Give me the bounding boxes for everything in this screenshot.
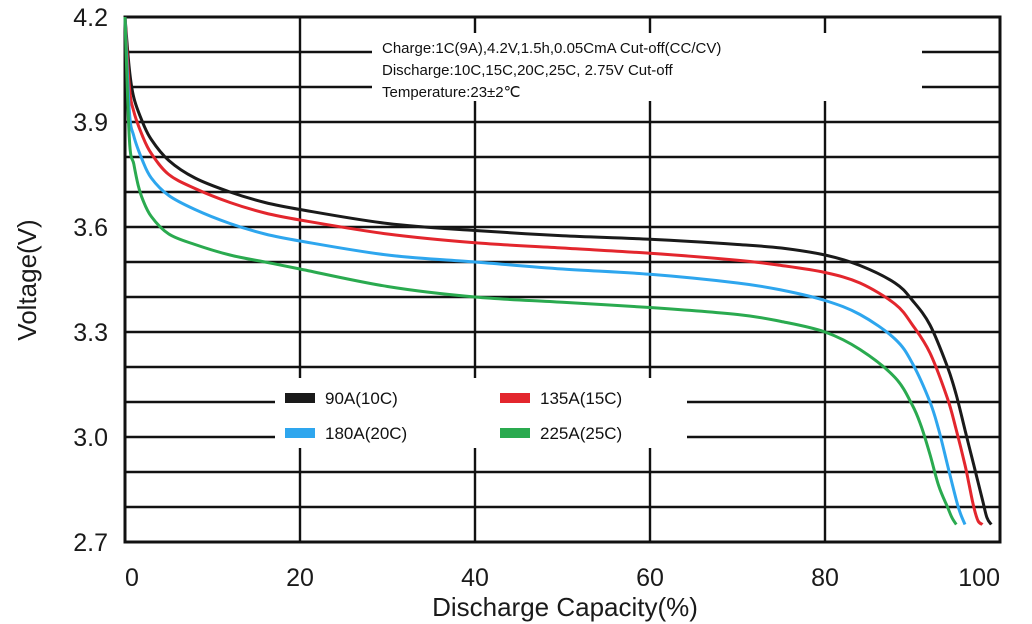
legend-label-1: 135A(15C) [540, 389, 622, 408]
y-tick-labels: 2.7 3.0 3.3 3.6 3.9 4.2 [73, 4, 108, 557]
x-tick-label-3: 60 [636, 564, 664, 592]
y-tick-label-2: 3.3 [73, 319, 108, 347]
legend-label-0: 90A(10C) [325, 389, 398, 408]
annotation-line-3: Temperature:23±2℃ [382, 84, 520, 101]
legend-swatch-3 [500, 428, 530, 438]
annotation-box [372, 33, 922, 101]
y-tick-label-1: 3.0 [73, 424, 108, 452]
annotation-line-1: Charge:1C(9A),4.2V,1.5h,0.05CmA Cut-off(… [382, 40, 721, 57]
x-tick-label-4: 80 [811, 564, 839, 592]
legend: 90A(10C) 135A(15C) 180A(20C) 225A(25C) [285, 389, 622, 443]
series-line-0 [123, 16, 993, 526]
y-tick-label-4: 3.9 [73, 109, 108, 137]
x-tick-label-5: 100 [958, 564, 1000, 592]
legend-swatch-0 [285, 393, 315, 403]
y-tick-label-3: 3.6 [73, 214, 108, 242]
x-tick-label-2: 40 [461, 564, 489, 592]
series-line-1 [123, 16, 984, 526]
x-axis-title: Discharge Capacity(%) [432, 592, 698, 622]
x-tick-label-1: 20 [286, 564, 314, 592]
x-tick-labels: 0 20 40 60 80 100 [125, 564, 1000, 592]
series-lines [123, 16, 993, 526]
legend-box [275, 378, 687, 448]
legend-swatch-2 [285, 428, 315, 438]
annotation-line-2: Discharge:10C,15C,20C,25C, 2.75V Cut-off [382, 62, 674, 79]
series-line-2 [123, 16, 967, 526]
y-tick-label-5: 4.2 [73, 4, 108, 32]
legend-swatch-1 [500, 393, 530, 403]
legend-label-3: 225A(25C) [540, 424, 622, 443]
legend-label-2: 180A(20C) [325, 424, 407, 443]
y-tick-label-0: 2.7 [73, 529, 108, 557]
y-axis-title: Voltage(V) [12, 219, 42, 340]
series-line-3 [123, 16, 958, 526]
x-tick-label-0: 0 [125, 564, 139, 592]
